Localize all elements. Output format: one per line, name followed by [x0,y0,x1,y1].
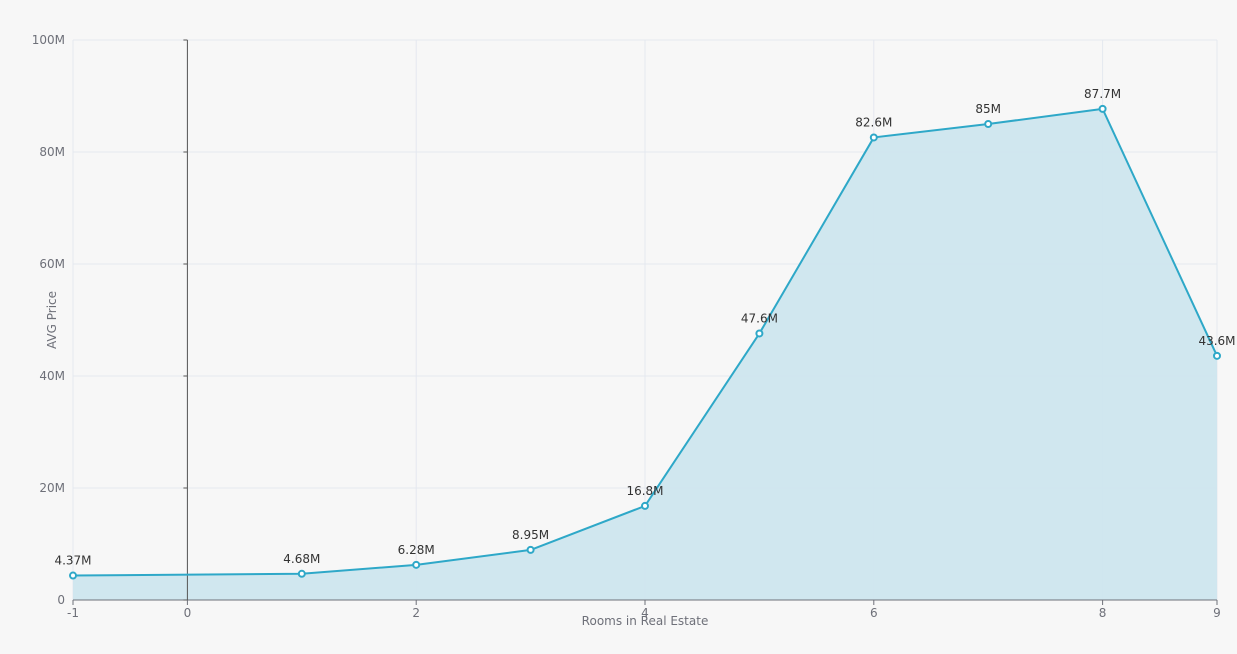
data-points [69,104,1221,580]
x-tick-label: 2 [412,606,420,620]
y-axis-title: AVG Price [45,291,59,349]
data-point [526,545,535,554]
data-label: 6.28M [398,543,435,557]
series-line-group [72,107,1218,577]
data-point [869,133,878,142]
data-label: 85M [975,102,1001,116]
y-tick-label: 20M [39,481,65,495]
x-tick-label: 6 [870,606,878,620]
data-label: 4.68M [283,552,320,566]
x-tick-label: 4 [641,606,649,620]
data-point [412,560,421,569]
x-tick-label: 0 [184,606,192,620]
series-area [73,108,1217,600]
data-point [297,569,306,578]
y-tick-label: 80M [39,145,65,159]
x-tick-label: -1 [67,606,79,620]
data-label: 43.6M [1198,334,1235,348]
series-area-fill [73,108,1217,600]
data-point [1213,351,1221,360]
data-labels: 4.37M 4.68M 6.28M 8.95M 16.8M 47.6M 82.6M 85M 87… [54,87,1235,568]
data-point [69,571,77,580]
data-label: 47.6M [741,311,778,325]
data-label: 16.8M [626,484,663,498]
data-point [984,120,993,128]
y-tick-label: 100M [32,33,65,47]
y-tick-label: 60M [39,257,65,271]
data-label: 4.37M [54,554,91,568]
data-point [755,329,764,338]
data-point [641,501,649,510]
x-axis-title: Rooms in Real Estate [582,614,709,628]
data-label: 8.95M [512,528,549,542]
data-point [1098,104,1107,113]
axes [72,39,1218,605]
series-line [72,107,1218,577]
x-tick-label: 8 [1099,606,1107,620]
y-tick-label: 40M [39,369,65,383]
x-tick-label: 9 [1213,606,1221,620]
y-tick-label: 0 [57,593,65,607]
data-label: 82.6M [855,115,892,129]
data-label: 87.7M [1084,87,1121,101]
